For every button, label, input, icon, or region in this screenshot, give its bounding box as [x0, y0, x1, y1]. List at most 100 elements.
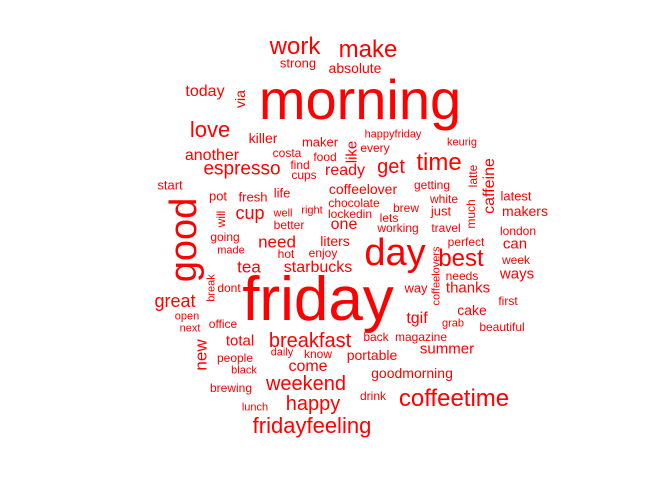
word: time	[416, 149, 462, 176]
word: find	[290, 158, 310, 172]
word: coffeetime	[398, 385, 510, 412]
word: office	[208, 317, 238, 331]
word: strong	[279, 55, 317, 71]
word: every	[360, 141, 390, 155]
word: day	[364, 232, 426, 274]
word: need	[258, 232, 296, 252]
word: getting	[413, 178, 451, 192]
word: keurig	[447, 136, 477, 149]
word: liters	[320, 233, 350, 249]
word: via	[232, 90, 248, 108]
word: well	[273, 207, 293, 220]
word: fresh	[238, 189, 268, 205]
word: come	[288, 358, 328, 375]
word: break	[205, 274, 218, 302]
word: best	[438, 245, 484, 272]
word: white	[429, 192, 459, 206]
word: caffeine	[481, 158, 498, 214]
word: breakfast	[268, 330, 352, 352]
word: open	[174, 310, 200, 323]
word: work	[269, 33, 321, 60]
word: week	[501, 253, 531, 267]
word: lunch	[241, 401, 269, 414]
word: love	[189, 117, 231, 142]
word: lets	[379, 211, 399, 225]
word: tea	[237, 257, 261, 277]
word: made	[217, 244, 245, 257]
word: much	[464, 199, 478, 229]
word: back	[363, 330, 389, 344]
word: food	[313, 150, 337, 164]
word: needs	[445, 269, 479, 283]
word: good	[163, 197, 205, 283]
word: latte	[466, 164, 480, 188]
word: one	[330, 216, 358, 233]
word: start	[157, 177, 183, 193]
word: perfect	[447, 235, 485, 249]
word: ways	[499, 265, 535, 283]
word: new	[191, 339, 211, 371]
word: can	[502, 235, 528, 253]
word: make	[338, 36, 398, 63]
word: maker	[301, 134, 339, 150]
word: brew	[392, 201, 420, 215]
word: killer	[248, 130, 278, 146]
word: black	[231, 364, 257, 377]
word: travel	[431, 221, 461, 235]
word: cups	[291, 168, 317, 182]
word: lockedin	[327, 207, 373, 221]
word: magazine	[394, 330, 448, 344]
word: weekend	[265, 373, 347, 395]
word: coffeelover	[328, 181, 398, 197]
word: london	[499, 224, 537, 238]
word: coffeelovers	[430, 246, 443, 306]
word: will	[214, 210, 228, 228]
word: chocolate	[328, 196, 380, 210]
word: life	[273, 185, 291, 201]
word: drink	[359, 389, 387, 403]
word: happyfriday	[364, 128, 422, 141]
word: pot	[208, 188, 228, 204]
word: great	[154, 291, 196, 311]
word: daily	[270, 346, 294, 359]
word: going	[210, 230, 240, 244]
word: makers	[502, 203, 548, 219]
word: ready	[324, 162, 366, 179]
word: brewing	[209, 381, 253, 395]
word: fridayfeeling	[252, 413, 372, 438]
word: espresso	[203, 158, 281, 180]
word: cup	[235, 203, 265, 223]
word: next	[179, 322, 201, 335]
word: happy	[285, 393, 341, 415]
word: working	[377, 221, 419, 235]
word: way	[404, 280, 428, 296]
word: grab	[441, 317, 465, 330]
word: another	[184, 147, 240, 164]
word: summer	[419, 340, 475, 358]
word: better	[273, 218, 305, 232]
word: get	[377, 156, 405, 178]
word: tgif	[406, 310, 428, 327]
word: like	[343, 140, 361, 164]
word: right	[301, 204, 323, 217]
word: goodmorning	[371, 365, 453, 381]
word: beautiful	[479, 320, 525, 334]
word: absolute	[328, 60, 382, 76]
word: cake	[457, 302, 487, 318]
word: today	[185, 83, 225, 100]
word: know	[303, 347, 333, 361]
word: first	[498, 294, 518, 308]
word: thanks	[445, 279, 491, 297]
word: morning	[258, 68, 462, 131]
word: costa	[272, 146, 302, 160]
word: enjoy	[308, 246, 338, 260]
word: dont	[217, 281, 241, 295]
word: starbucks	[283, 259, 353, 276]
word: total	[225, 332, 255, 350]
word: friday	[242, 265, 394, 334]
word: portable	[346, 347, 398, 363]
word: people	[216, 351, 254, 365]
word: hot	[277, 247, 295, 261]
word: just	[430, 203, 452, 219]
